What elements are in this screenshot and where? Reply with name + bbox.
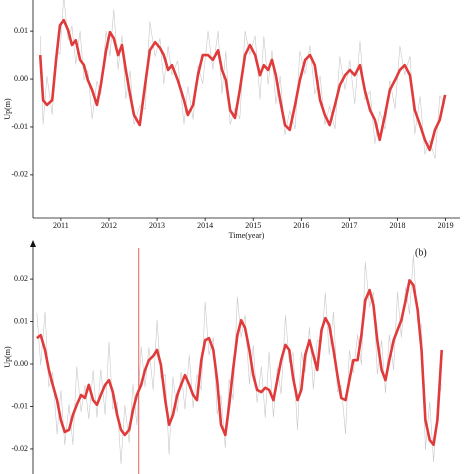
x-tick-label: 2017 [341,221,357,230]
y-axis-arrow [30,240,36,247]
x-tick-label: 2019 [438,221,454,230]
x-tick-label: 2011 [53,221,69,230]
series-line [36,279,444,446]
y-tick-label: 0.00 [14,359,28,368]
y-tick-label: -0.01 [11,401,28,410]
y-axis-label: Up(m) [3,346,12,368]
y-axis-label: Up(m) [3,98,12,120]
x-tick-label: 2013 [149,221,165,230]
x-tick-label: 2016 [293,221,309,230]
series-line [38,18,447,152]
x-tick-label: 2014 [197,221,213,230]
plot-area [36,248,444,474]
y-tick-label: 0.01 [14,26,28,35]
x-axis-label: Time(year) [229,231,265,240]
y-tick-label: 0.02 [14,274,28,283]
y-tick-label: -0.01 [11,122,28,131]
x-tick-label: 2018 [389,221,405,230]
y-tick-label: -0.02 [11,170,28,179]
y-tick-label: 0.01 [14,316,28,325]
panel-label: (b) [415,247,427,258]
x-tick-label: 2012 [101,221,117,230]
y-tick-label: 0.00 [14,74,28,83]
x-tick-label: 2015 [245,221,261,230]
plot-area [38,0,447,159]
y-tick-label: -0.02 [11,444,28,453]
